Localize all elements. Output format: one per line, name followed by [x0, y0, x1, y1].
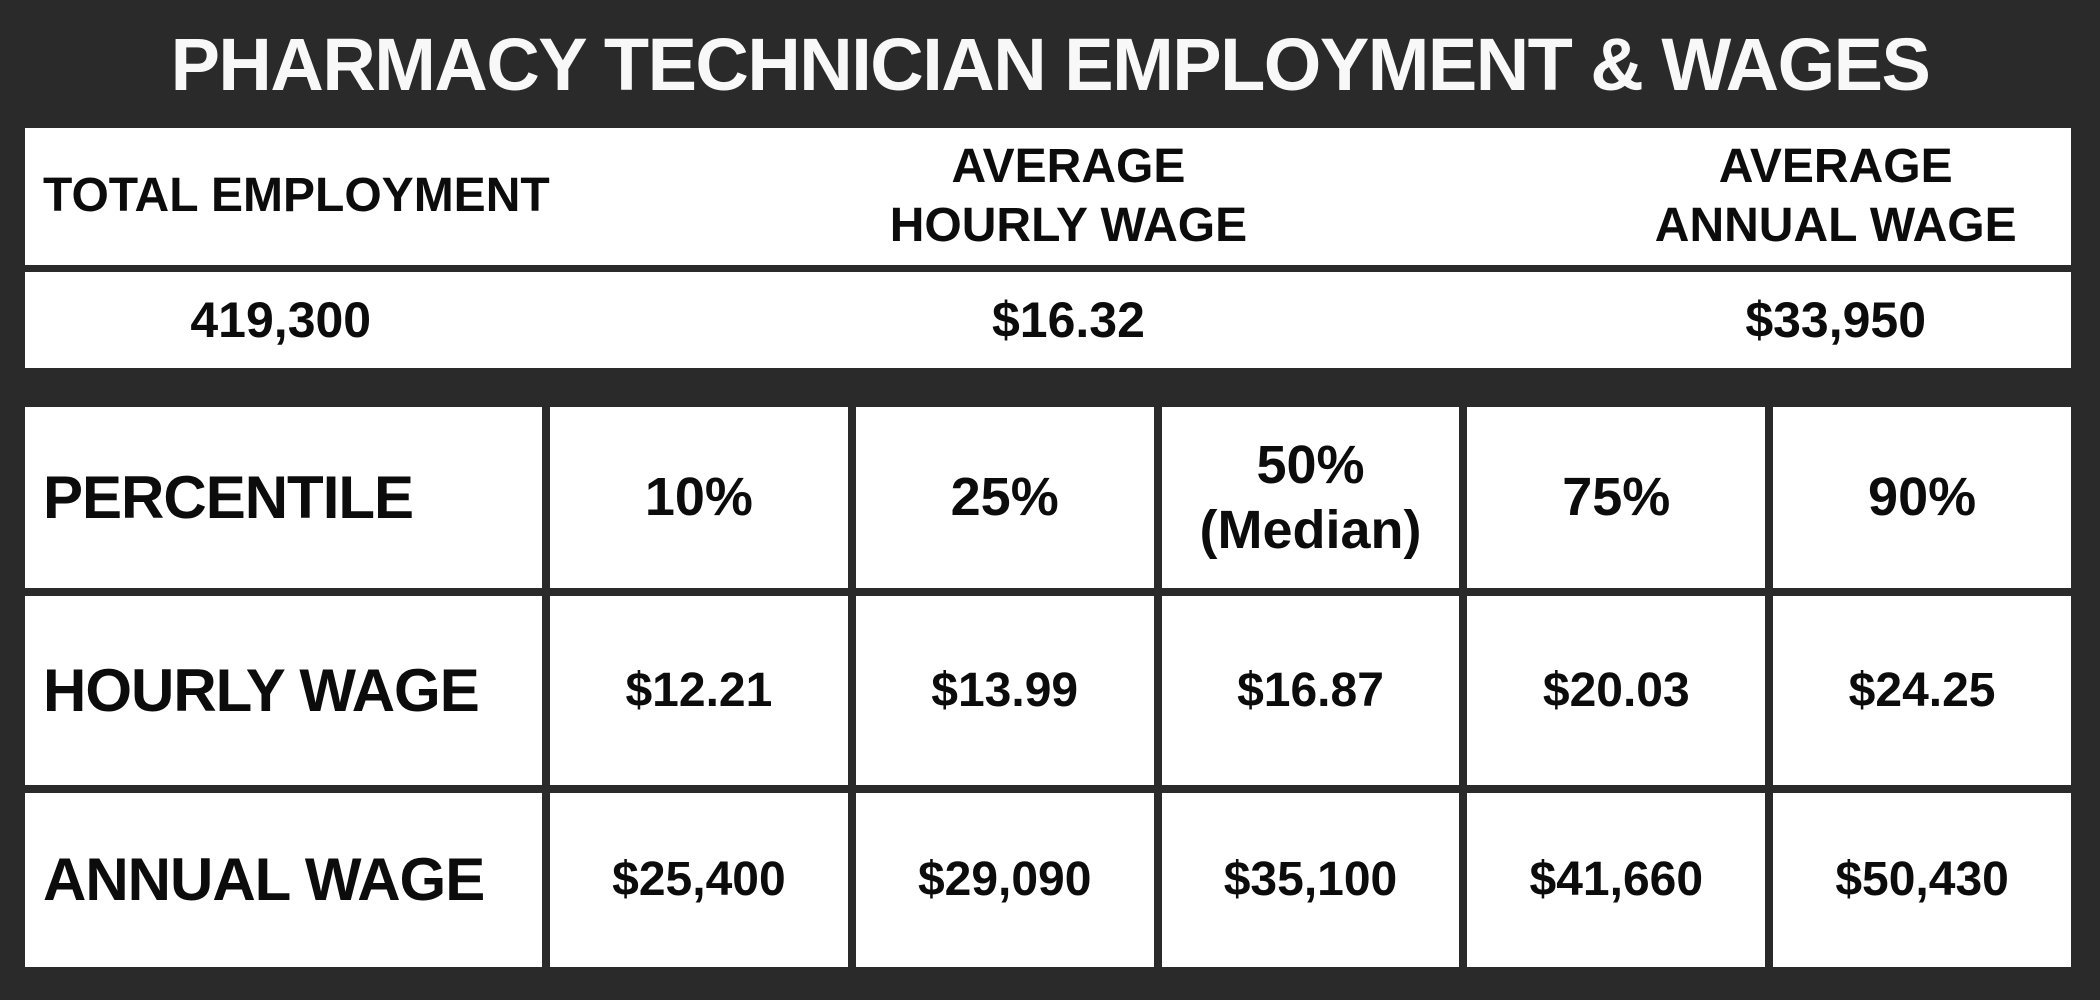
- percentile-table: PERCENTILE 10% 25% 50% (Median) 75% 90% …: [25, 407, 2071, 967]
- annual-wage-90th: $50,430: [1773, 793, 2071, 967]
- percentile-header-50-median: 50% (Median): [1161, 407, 1460, 588]
- annual-wage-50th: $35,100: [1161, 793, 1460, 967]
- hourly-wage-90th: $24.25: [1773, 596, 2071, 785]
- summary-header-row: TOTAL EMPLOYMENT AVERAGE HOURLY WAGE AVE…: [25, 128, 2071, 265]
- percentile-header-90: 90%: [1773, 407, 2071, 588]
- hourly-wage-75th: $20.03: [1467, 596, 1766, 785]
- annual-wage-row-label: ANNUAL WAGE: [25, 793, 542, 967]
- percentile-header-75: 75%: [1467, 407, 1766, 588]
- hourly-wage-row-label: HOURLY WAGE: [25, 596, 542, 785]
- summary-value-row: 419,300 $16.32 $33,950: [25, 272, 2071, 368]
- hourly-wage-10th: $12.21: [550, 596, 848, 785]
- average-annual-wage-header-line2: ANNUAL WAGE: [1654, 198, 2017, 252]
- percentile-header-25: 25%: [855, 407, 1154, 588]
- hourly-wage-50th: $16.87: [1161, 596, 1460, 785]
- average-annual-wage-header-line1: AVERAGE: [1718, 139, 1953, 193]
- percentile-row-label: PERCENTILE: [25, 407, 542, 588]
- average-hourly-wage-header: AVERAGE HOURLY WAGE: [537, 128, 1601, 265]
- summary-table: TOTAL EMPLOYMENT AVERAGE HOURLY WAGE AVE…: [25, 128, 2071, 368]
- total-employment-header: TOTAL EMPLOYMENT: [43, 169, 550, 223]
- average-hourly-wage-header-line2: HOURLY WAGE: [889, 198, 1248, 252]
- percentile-header-10: 10%: [550, 407, 848, 588]
- average-annual-wage-value: $33,950: [1745, 291, 1927, 348]
- annual-wage-10th: $25,400: [550, 793, 848, 967]
- average-hourly-wage-value: $16.32: [991, 291, 1145, 348]
- annual-wage-25th: $29,090: [855, 793, 1154, 967]
- average-hourly-wage-header-line1: AVERAGE: [951, 139, 1186, 193]
- total-employment-value: 419,300: [190, 291, 372, 348]
- annual-wage-75th: $41,660: [1467, 793, 1766, 967]
- percentile-median-note: (Median): [1199, 499, 1422, 560]
- average-annual-wage-header: AVERAGE ANNUAL WAGE: [1600, 128, 2071, 265]
- page-title: PHARMACY TECHNICIAN EMPLOYMENT & WAGES: [170, 22, 1931, 106]
- hourly-wage-25th: $13.99: [855, 596, 1154, 785]
- percentile-header-50: 50%: [1256, 434, 1365, 495]
